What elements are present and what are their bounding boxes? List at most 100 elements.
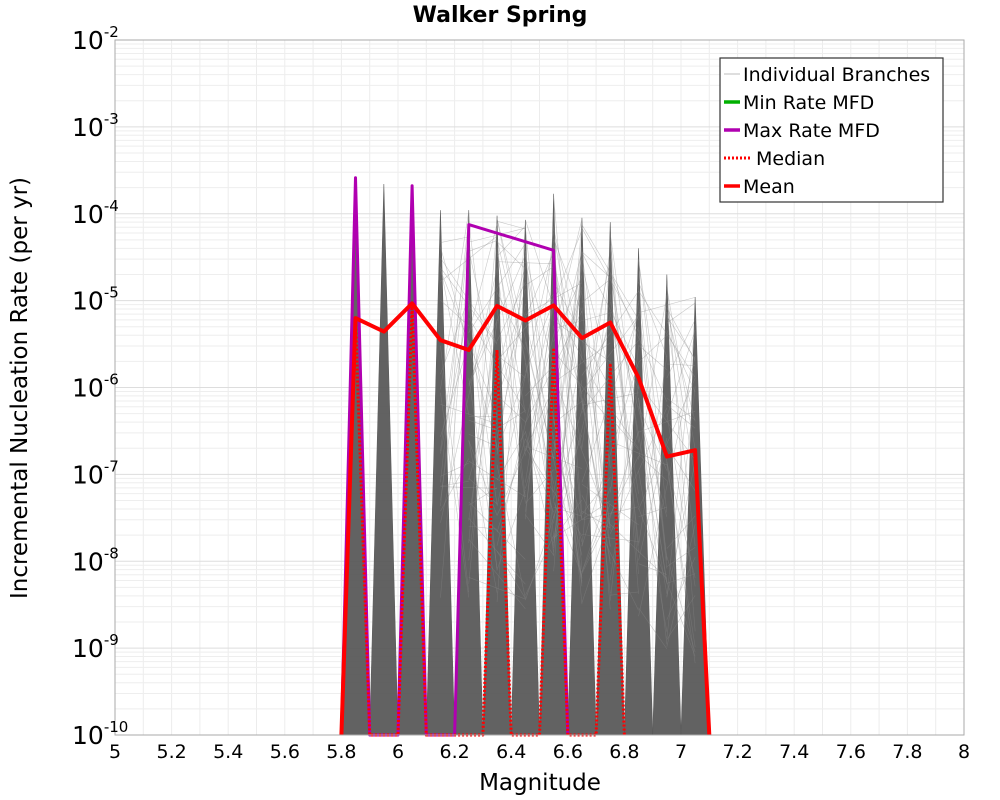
branch-line — [666, 386, 696, 639]
branch-line — [468, 240, 498, 252]
y-tick-label: 10-9 — [72, 631, 119, 663]
x-tick-label: 5.8 — [326, 741, 356, 763]
branch-line — [468, 440, 498, 593]
branch-line — [638, 438, 668, 561]
branch-line — [525, 266, 554, 286]
branch-line — [553, 275, 583, 342]
branch-line — [553, 263, 583, 552]
branch-line — [638, 507, 696, 657]
branch-line — [581, 455, 639, 574]
x-tick-label: 6.2 — [439, 741, 469, 763]
branch-line — [525, 295, 554, 512]
y-tick-label: 10-2 — [72, 23, 119, 55]
branch-line — [666, 573, 696, 584]
branch-line — [666, 302, 696, 324]
branch-line — [609, 360, 639, 506]
branch-line — [610, 524, 668, 579]
branch-line — [496, 288, 526, 389]
branch-line — [581, 290, 639, 376]
branch-line — [440, 295, 470, 501]
branch-line — [609, 274, 668, 594]
branch-line — [609, 312, 639, 494]
branch-line — [666, 329, 696, 418]
branch-line — [581, 248, 611, 448]
branch-line — [496, 464, 526, 599]
branch-line — [496, 309, 526, 503]
legend-label: Min Rate MFD — [743, 92, 874, 114]
branch-line — [525, 226, 554, 502]
branch-line — [638, 345, 668, 370]
legend-label: Max Rate MFD — [743, 120, 880, 142]
branch-line — [610, 591, 639, 596]
branch-line — [666, 462, 696, 597]
branch-line — [553, 251, 583, 367]
branch-line — [609, 345, 639, 601]
branch-line — [468, 319, 498, 561]
branch-line — [638, 355, 696, 617]
branch-line — [638, 294, 668, 460]
branch-line — [525, 218, 583, 451]
branch-line — [468, 227, 526, 243]
branch-line — [440, 458, 470, 512]
branch-line — [581, 506, 639, 521]
branch-line — [440, 234, 470, 451]
branch-line — [638, 281, 668, 357]
branch-line — [525, 365, 554, 397]
branch-line — [553, 292, 583, 450]
branch-line — [666, 445, 696, 492]
y-tick-label: 10-6 — [72, 371, 119, 403]
branch-line — [610, 417, 639, 450]
chart-title: Walker Spring — [413, 3, 588, 28]
branch-line — [581, 307, 611, 547]
branch-line — [468, 322, 498, 521]
y-tick-label: 10-7 — [72, 457, 119, 489]
branch-line — [638, 382, 696, 461]
branch-line — [638, 607, 668, 650]
branch-line — [525, 514, 554, 556]
branch-line — [468, 249, 498, 378]
branch-line — [553, 350, 611, 422]
branch-line — [581, 251, 611, 278]
branch-line — [638, 297, 696, 313]
y-tick-label: 10-10 — [72, 718, 128, 750]
branch-line — [638, 259, 668, 513]
branch-line — [440, 299, 469, 327]
branch-line — [581, 392, 639, 406]
branch-line — [666, 414, 696, 587]
branch-line — [496, 551, 526, 599]
branch-line — [496, 395, 526, 423]
branch-line — [553, 300, 583, 605]
y-tick-label: 10-8 — [72, 544, 119, 576]
branch-line — [440, 236, 470, 507]
x-tick-label: 8 — [958, 741, 970, 763]
branch-line — [609, 235, 639, 574]
branch-line — [496, 374, 526, 451]
branch-line — [468, 577, 526, 600]
branch-line — [638, 471, 668, 632]
branch-line — [610, 440, 667, 466]
branch-line — [496, 266, 526, 455]
branch-line — [666, 462, 696, 578]
branch-line — [468, 255, 526, 387]
branch-line — [638, 378, 696, 510]
branch-line — [468, 378, 498, 569]
branch-line — [638, 327, 668, 560]
branch-line — [666, 319, 696, 379]
branch-line — [496, 304, 526, 439]
branch-line — [496, 241, 526, 269]
branch-line — [638, 335, 668, 363]
branch-line — [496, 267, 526, 498]
x-tick-label: 7.4 — [779, 741, 809, 763]
y-tick-label: 10-3 — [72, 110, 119, 142]
branch-line — [525, 321, 583, 556]
branch-line — [666, 288, 696, 450]
branch-line — [468, 419, 498, 431]
branch-line — [525, 251, 554, 318]
branch-line — [440, 392, 470, 598]
branch-line — [468, 226, 498, 543]
branch-line — [609, 260, 639, 553]
branch-line — [440, 486, 498, 489]
branch-line — [609, 272, 668, 402]
branch-line — [496, 220, 526, 230]
branch-line — [496, 386, 554, 516]
